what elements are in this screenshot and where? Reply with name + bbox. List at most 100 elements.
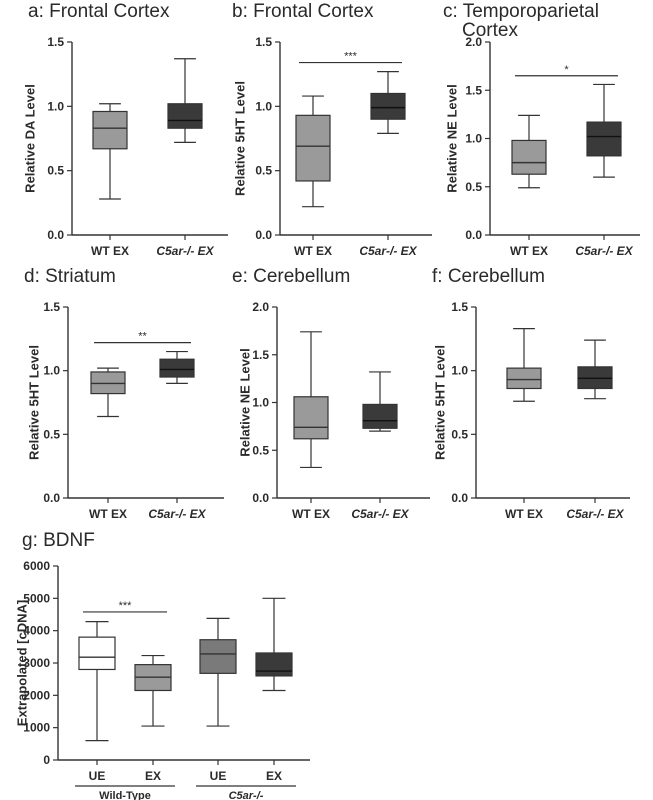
panel-title: g: BDNF <box>22 530 95 551</box>
y-tick-label: 0.5 <box>451 427 468 441</box>
box-4 <box>255 597 293 692</box>
box-iqr <box>362 403 398 429</box>
y-axis-label: Relative 5HT Level <box>232 81 247 196</box>
box-iqr <box>78 636 116 671</box>
y-tick-label: 3000 <box>23 656 50 670</box>
panel-a: a: Frontal Cortex Relative DA Level 0.0 0.5… <box>22 1 228 258</box>
y-tick-label: 0.5 <box>252 443 269 457</box>
y-axis-label: Relative 5HT Level <box>432 345 447 460</box>
y-tick-label: 5000 <box>23 591 50 605</box>
x-tick-label: C5ar-/- EX <box>359 244 417 258</box>
y-axis-label: Extrapolated [cDNA] <box>14 600 29 726</box>
box-iqr <box>159 358 195 378</box>
box-1 <box>506 328 542 402</box>
box-iqr <box>92 110 128 150</box>
y-axis-label: Relative NE Level <box>444 84 459 192</box>
box-1 <box>295 95 331 208</box>
y-tick-label: 1.0 <box>47 99 64 113</box>
box-2 <box>370 70 406 134</box>
y-tick-label: 1.5 <box>252 348 269 362</box>
x-tick-label: C5ar-/- EX <box>148 507 206 521</box>
y-tick-label: 1.0 <box>252 396 269 410</box>
y-tick-label: 0.0 <box>47 228 64 242</box>
group-label: C5ar-/- <box>229 790 264 800</box>
panel-title-line: Cortex <box>462 20 518 41</box>
box-iqr <box>511 139 547 175</box>
y-tick-label: 2000 <box>23 688 50 702</box>
box-iqr <box>295 114 331 182</box>
y-tick-label: 0.0 <box>43 491 60 505</box>
x-tick-label: EX <box>266 769 282 783</box>
panel-title: e: Cerebellum <box>232 266 350 287</box>
panel-f: f: Cerebellum Relative 5HT Level 0.0 0.5 1.0… <box>432 266 630 521</box>
y-tick-label: 1.0 <box>465 132 482 146</box>
x-tick-label: C5ar-/- EX <box>156 244 214 258</box>
y-tick-label: 1.0 <box>451 364 468 378</box>
y-tick-label: 6000 <box>23 559 50 573</box>
x-tick-label: C5ar-/- EX <box>575 244 633 258</box>
group-label: Wild-Type <box>99 790 151 800</box>
y-tick-label: 1.5 <box>255 35 272 49</box>
y-axis-label: Relative NE Level <box>237 348 252 456</box>
y-tick-label: 0.0 <box>255 228 272 242</box>
box-1 <box>78 621 116 742</box>
box-iqr <box>586 121 622 157</box>
panel-d: d: Striatum Relative 5HT Level 0.0 0.5 1.0 1.… <box>24 266 224 521</box>
box-iqr <box>506 367 542 390</box>
x-tick-label: UE <box>210 769 227 783</box>
y-tick-label: 1.5 <box>451 300 468 314</box>
y-tick-label: 1.0 <box>255 99 272 113</box>
box-3 <box>199 617 237 727</box>
y-tick-label: 2.0 <box>252 300 269 314</box>
box-1 <box>293 331 329 469</box>
panel-title: b: Frontal Cortex <box>232 1 374 22</box>
panel-c: c: Temporoparietal Cortex Relative NE Leve… <box>443 1 640 258</box>
panel-title: f: Cerebellum <box>432 266 545 287</box>
y-tick-label: 0.0 <box>465 228 482 242</box>
y-tick-label: 0 <box>43 753 50 767</box>
panel-title-line: c: Temporoparietal <box>443 1 599 22</box>
box-iqr <box>255 652 293 677</box>
y-tick-label: 1.5 <box>47 35 64 49</box>
box-2 <box>577 339 613 400</box>
box-1 <box>511 114 547 189</box>
y-tick-label: 4000 <box>23 624 50 638</box>
significance-label: ** <box>138 331 147 343</box>
y-tick-label: 0.5 <box>43 427 60 441</box>
significance-label: * <box>564 64 569 76</box>
x-tick-label: UE <box>89 769 106 783</box>
x-tick-label: WT EX <box>91 244 129 258</box>
panel-title: d: Striatum <box>24 266 116 287</box>
panel-title: c: Temporoparietal Cortex <box>443 1 599 41</box>
significance-label: *** <box>119 600 133 612</box>
y-axis-label: Relative 5HT Level <box>26 345 41 460</box>
x-tick-label: C5ar-/- EX <box>566 507 624 521</box>
panel-g: g: BDNF Extrapolated [cDNA] 0 1000 2000 3000 4… <box>14 530 310 800</box>
box-2 <box>159 350 195 384</box>
y-tick-label: 1.5 <box>43 300 60 314</box>
box-2 <box>586 83 622 178</box>
box-iqr <box>293 396 329 440</box>
x-tick-label: WT EX <box>505 507 543 521</box>
box-2 <box>167 58 203 143</box>
y-tick-label: 1.5 <box>465 83 482 97</box>
x-tick-label: WT EX <box>294 244 332 258</box>
y-tick-label: 0.5 <box>465 180 482 194</box>
y-tick-label: 1.0 <box>43 364 60 378</box>
box-1 <box>90 367 126 418</box>
panel-e: e: Cerebellum Relative NE Level 0.0 0.5 1.0 1… <box>232 266 430 521</box>
box-1 <box>92 103 128 200</box>
y-tick-label: 2.0 <box>465 35 482 49</box>
box-2 <box>134 654 172 727</box>
x-tick-label: WT EX <box>292 507 330 521</box>
x-tick-label: C5ar-/- EX <box>351 507 409 521</box>
y-tick-label: 1000 <box>23 721 50 735</box>
box-iqr <box>167 103 203 129</box>
x-tick-label: EX <box>145 769 161 783</box>
box-2 <box>362 371 398 432</box>
x-tick-label: WT EX <box>510 244 548 258</box>
significance-label: *** <box>344 51 358 63</box>
panel-title: a: Frontal Cortex <box>28 1 170 22</box>
y-axis-label: Relative DA Level <box>22 84 37 193</box>
